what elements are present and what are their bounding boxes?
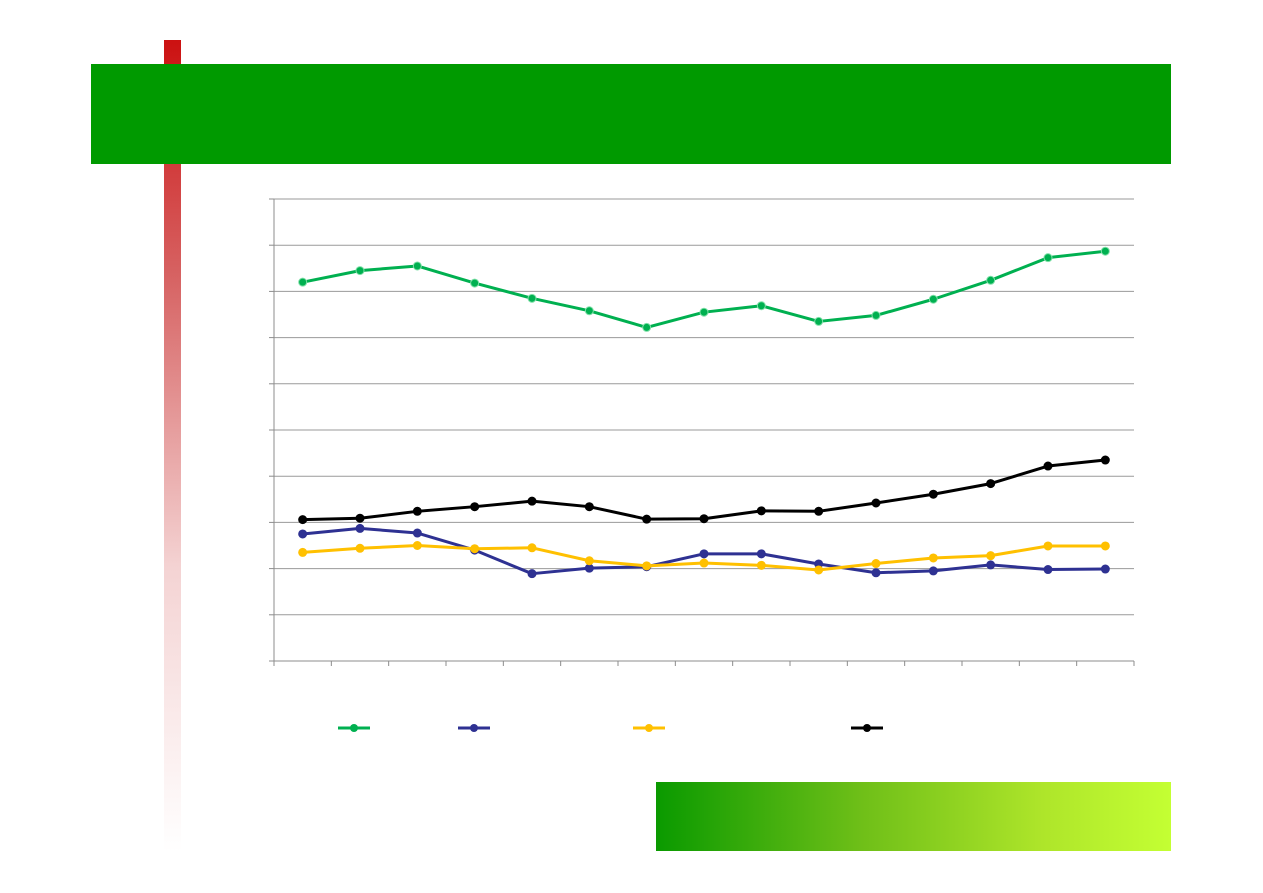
data-point (642, 561, 652, 571)
data-point (642, 514, 652, 524)
data-point (412, 261, 422, 271)
data-point (412, 541, 422, 550)
chart-axes (269, 198, 1135, 666)
legend (338, 724, 883, 732)
data-point (814, 565, 824, 575)
data-point (986, 551, 996, 561)
data-point (298, 547, 308, 557)
data-point (756, 560, 766, 570)
side-accent-bar (164, 40, 181, 852)
data-point (699, 549, 709, 559)
data-point (642, 322, 652, 332)
data-point (986, 479, 996, 489)
series-layer (298, 246, 1110, 579)
series-1 (298, 246, 1110, 332)
data-point (298, 277, 308, 287)
legend-marker (470, 724, 478, 732)
data-point (412, 528, 422, 538)
legend-item (458, 724, 490, 732)
data-point (928, 553, 938, 563)
series-3 (298, 541, 1110, 575)
data-point (355, 266, 365, 276)
legend-item (851, 724, 883, 732)
data-point (756, 549, 766, 559)
data-point (584, 306, 594, 316)
data-point (527, 569, 537, 579)
data-point (584, 502, 594, 512)
data-point (1100, 564, 1110, 574)
data-point (470, 502, 480, 512)
data-point (1100, 455, 1110, 465)
legend-marker (863, 724, 871, 732)
footer-gradient-band (656, 782, 1171, 851)
data-point (986, 275, 996, 285)
series-2 (298, 523, 1110, 579)
data-point (470, 544, 480, 554)
data-point (298, 529, 308, 539)
data-point (756, 301, 766, 311)
series-line (302, 458, 1106, 522)
data-point (756, 506, 766, 516)
data-point (871, 498, 881, 508)
data-point (814, 506, 824, 516)
data-point (871, 310, 881, 320)
data-point (1100, 541, 1110, 551)
data-point (470, 278, 480, 288)
data-point (1043, 461, 1053, 471)
legend-item (633, 724, 665, 732)
series-4 (298, 455, 1110, 525)
data-point (412, 506, 422, 516)
data-point (699, 307, 709, 317)
data-point (527, 496, 537, 506)
legend-marker (645, 724, 653, 732)
data-point (355, 523, 365, 533)
data-point (1043, 541, 1053, 551)
gridlines (274, 198, 1134, 616)
data-point (699, 558, 709, 568)
data-point (584, 563, 594, 573)
data-point (699, 514, 709, 524)
data-point (814, 316, 824, 326)
data-point (584, 556, 594, 566)
data-point (527, 293, 537, 303)
data-point (298, 515, 308, 525)
data-point (527, 543, 537, 553)
data-point (355, 543, 365, 553)
data-point (871, 559, 881, 569)
data-point (871, 568, 881, 578)
legend-item (338, 724, 370, 732)
data-point (1043, 565, 1053, 575)
data-point (928, 489, 938, 499)
data-point (986, 560, 996, 570)
data-point (1100, 246, 1110, 256)
legend-marker (350, 724, 358, 732)
data-point (355, 513, 365, 523)
data-point (1043, 253, 1053, 263)
data-point (928, 294, 938, 304)
data-point (928, 566, 938, 576)
title-band (91, 64, 1171, 164)
